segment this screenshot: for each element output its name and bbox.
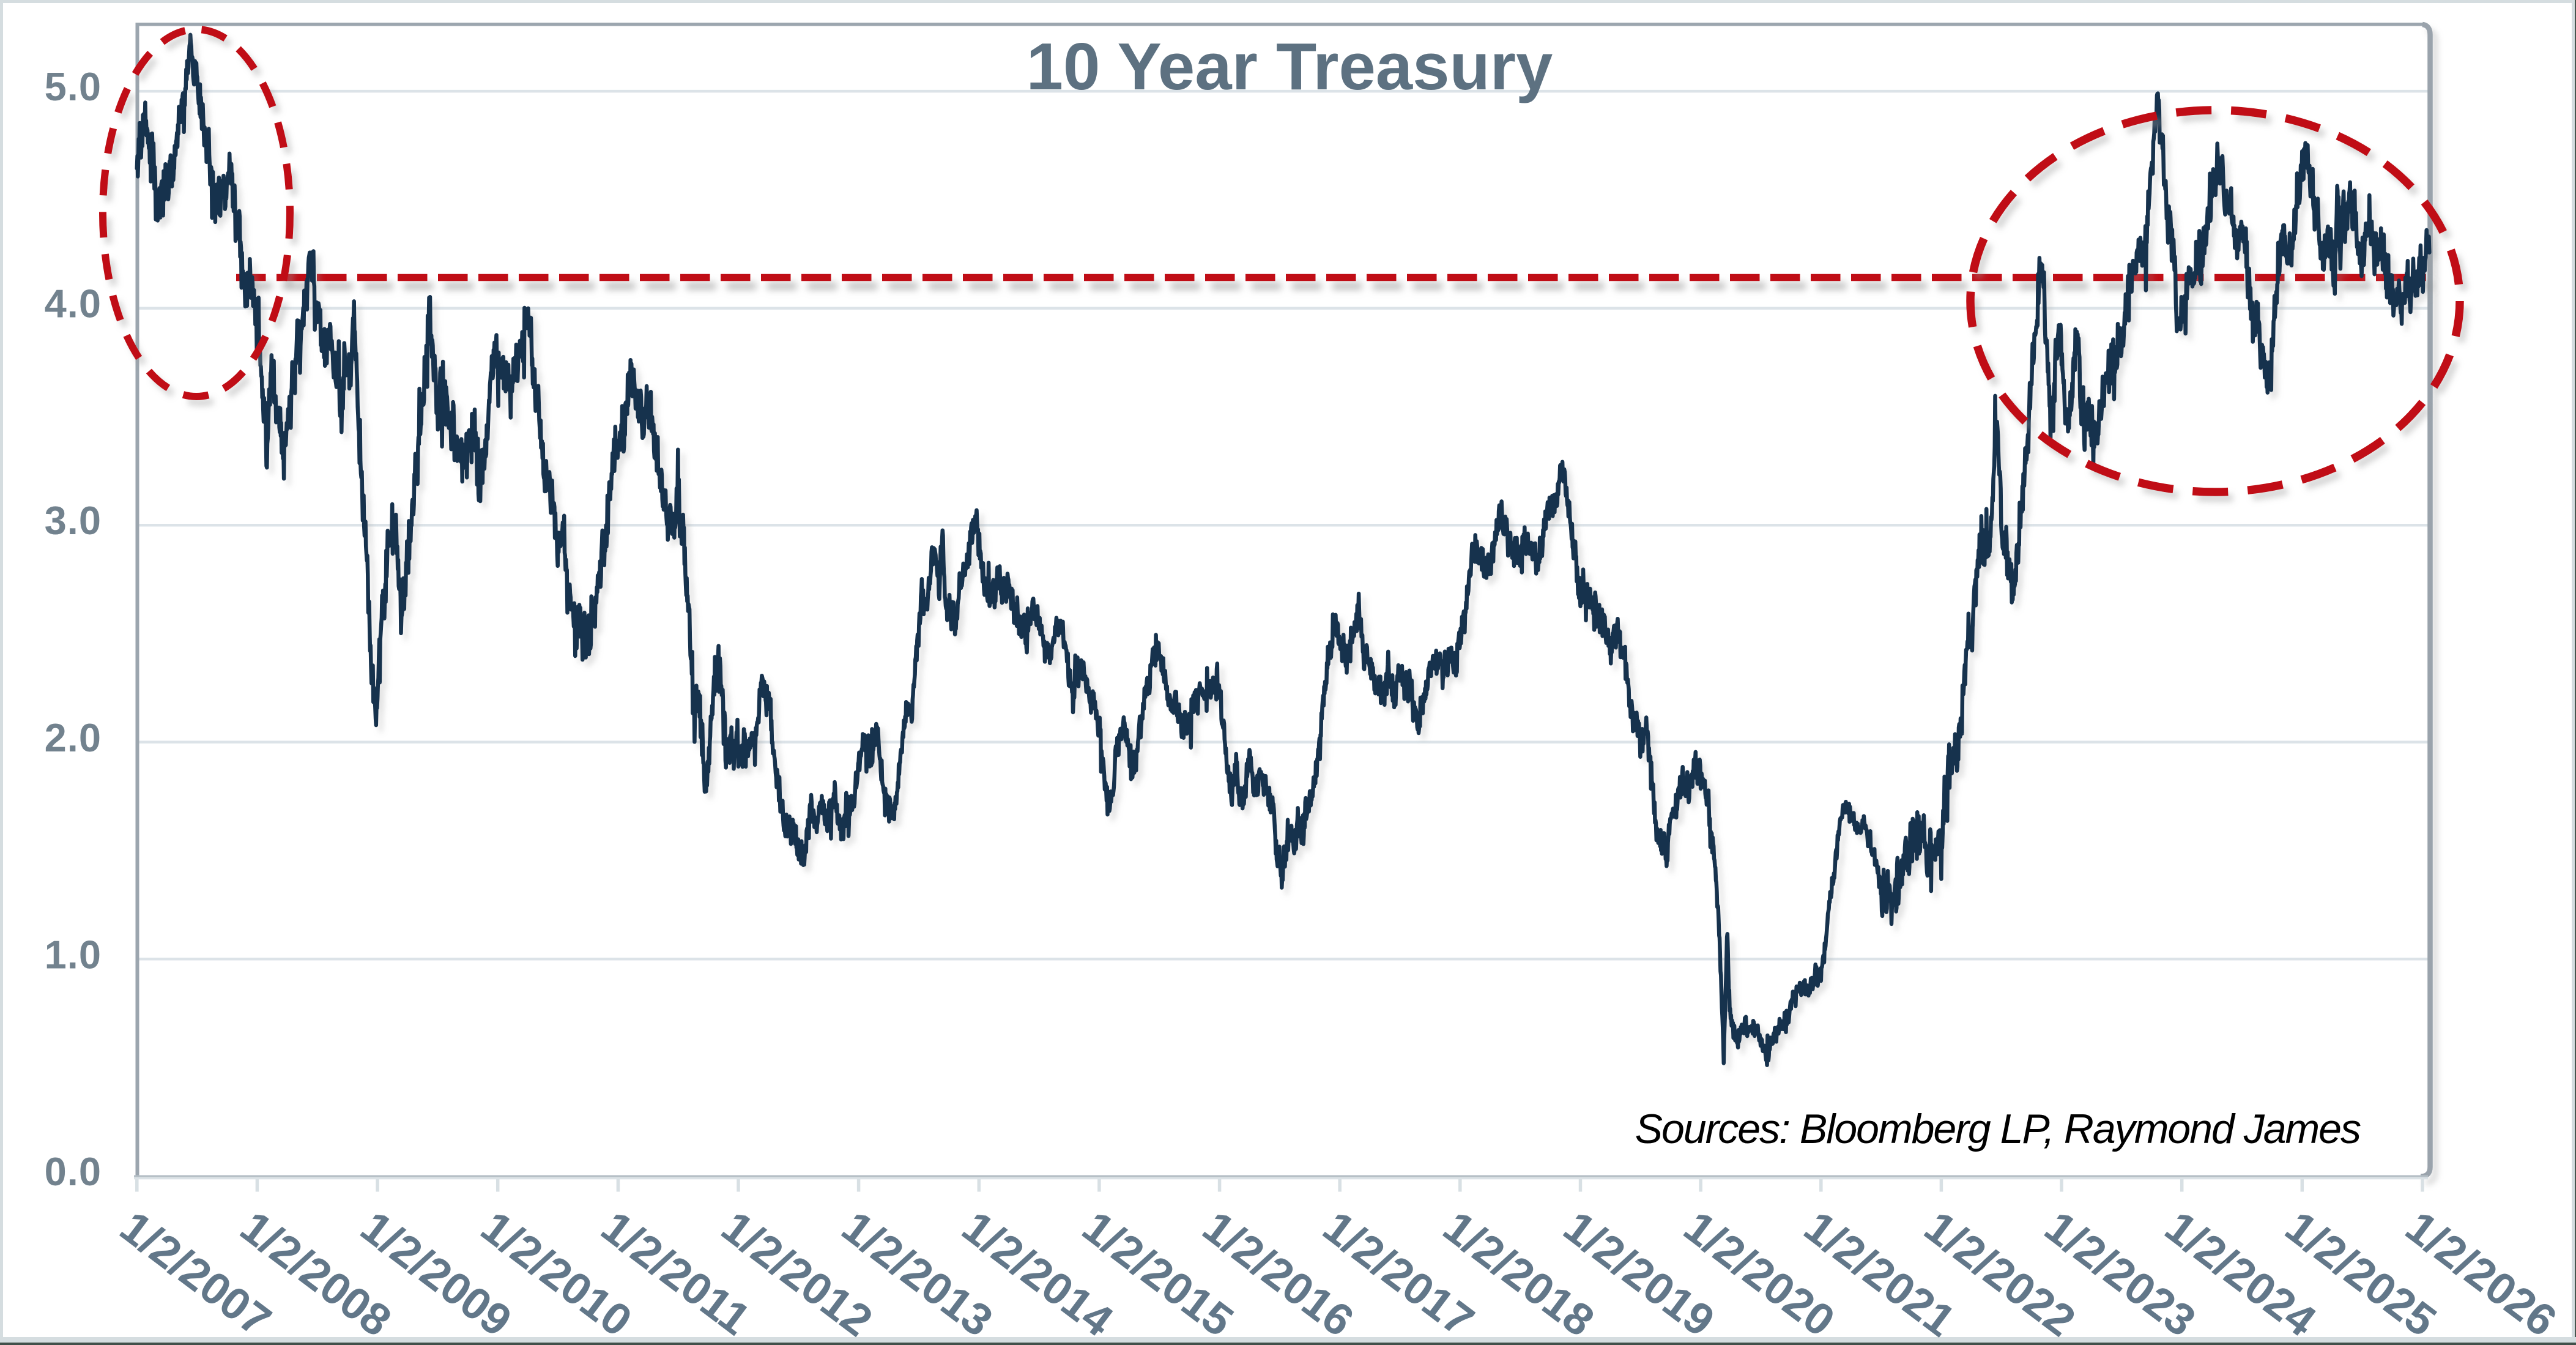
- svg-text:Sources: Bloomberg LP, Raymond: Sources: Bloomberg LP, Raymond James: [1635, 1106, 2361, 1152]
- svg-text:0.0: 0.0: [45, 1149, 102, 1194]
- svg-text:1.0: 1.0: [45, 932, 102, 977]
- svg-text:5.0: 5.0: [45, 64, 102, 109]
- svg-text:4.0: 4.0: [45, 281, 102, 326]
- svg-text:3.0: 3.0: [45, 498, 102, 543]
- svg-text:2.0: 2.0: [45, 715, 102, 760]
- svg-text:10 Year Treasury: 10 Year Treasury: [1026, 29, 1553, 103]
